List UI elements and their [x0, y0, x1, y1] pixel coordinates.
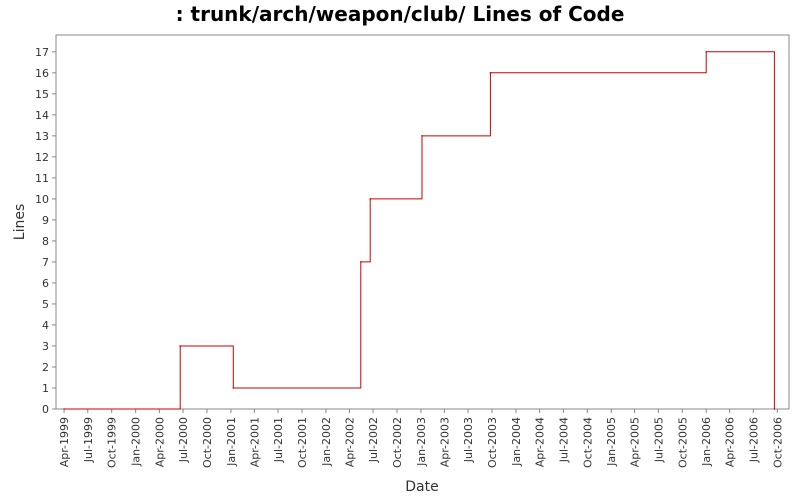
x-tick-label: Apr-2005 [629, 417, 642, 467]
x-tick-label: Oct-2003 [486, 417, 499, 468]
chart-title: : trunk/arch/weapon/club/ Lines of Code [176, 2, 625, 26]
y-tick-label: 4 [42, 319, 49, 332]
data-point [360, 261, 362, 263]
x-tick-label: Oct-2001 [296, 417, 309, 468]
data-point [369, 198, 371, 200]
x-tick-label: Jan-2006 [700, 417, 713, 467]
series-layer [63, 51, 776, 410]
y-tick-label: 10 [35, 193, 49, 206]
y-tick-label: 16 [35, 67, 49, 80]
y-tick-label: 6 [42, 277, 49, 290]
y-tick-label: 13 [35, 130, 49, 143]
x-axis-label: Date [405, 479, 438, 495]
y-tick-label: 2 [42, 361, 49, 374]
y-tick-label: 3 [42, 340, 49, 353]
data-point [179, 345, 181, 347]
data-point [489, 72, 492, 74]
y-tick-label: 0 [42, 403, 49, 416]
x-tick-label: Oct-2006 [771, 417, 784, 468]
x-tick-label: Jul-2000 [177, 417, 190, 463]
y-tick-label: 14 [35, 109, 49, 122]
x-tick-label: Jan-2002 [320, 417, 333, 467]
y-tick-label: 9 [42, 214, 49, 227]
x-tick-label: Jul-1999 [82, 417, 95, 463]
y-tick-label: 1 [42, 382, 49, 395]
x-tick-label: Apr-2000 [153, 417, 166, 467]
x-tick-label: Jul-2005 [652, 417, 665, 463]
y-tick-label: 7 [42, 256, 49, 269]
data-point [773, 408, 776, 410]
plot-area [55, 34, 790, 410]
y-axis-label: Lines [12, 204, 28, 240]
x-tick-label: Jan-2000 [130, 417, 143, 467]
x-tick-label: Jul-2002 [367, 417, 380, 463]
x-axis-ticks: Apr-1999 Jul-1999 Oct-1999 Jan-2000 Apr-2000… [58, 409, 784, 468]
x-tick-label: Apr-2003 [438, 417, 451, 467]
y-tick-label: 17 [35, 46, 49, 59]
x-tick-label: Apr-2001 [248, 417, 261, 467]
data-point [63, 408, 65, 410]
data-point [421, 135, 423, 137]
y-tick-label: 8 [42, 235, 49, 248]
x-tick-label: Jul-2001 [272, 417, 285, 463]
x-tick-label: Jul-2004 [557, 417, 570, 463]
x-tick-label: Oct-1999 [106, 417, 119, 468]
x-tick-label: Oct-2002 [391, 417, 404, 468]
y-tick-label: 15 [35, 88, 49, 101]
data-point [232, 387, 235, 389]
x-tick-label: Apr-2006 [724, 417, 737, 467]
x-tick-label: Jan-2003 [415, 417, 428, 467]
x-tick-label: Oct-2004 [581, 417, 594, 468]
data-point [705, 51, 708, 53]
y-tick-label: 11 [35, 172, 49, 185]
x-tick-label: Jan-2004 [510, 417, 523, 467]
x-tick-label: Jul-2003 [462, 417, 475, 463]
x-tick-label: Oct-2000 [201, 417, 214, 468]
y-tick-label: 5 [42, 298, 49, 311]
x-tick-label: Jan-2005 [605, 417, 618, 467]
x-tick-label: Apr-1999 [58, 417, 71, 467]
x-tick-label: Apr-2002 [343, 417, 356, 467]
x-tick-label: Jul-2006 [747, 417, 760, 463]
x-tick-label: Apr-2004 [534, 417, 547, 467]
y-tick-label: 12 [35, 151, 49, 164]
x-tick-label: Oct-2005 [676, 417, 689, 468]
x-tick-label: Jan-2001 [225, 417, 238, 467]
